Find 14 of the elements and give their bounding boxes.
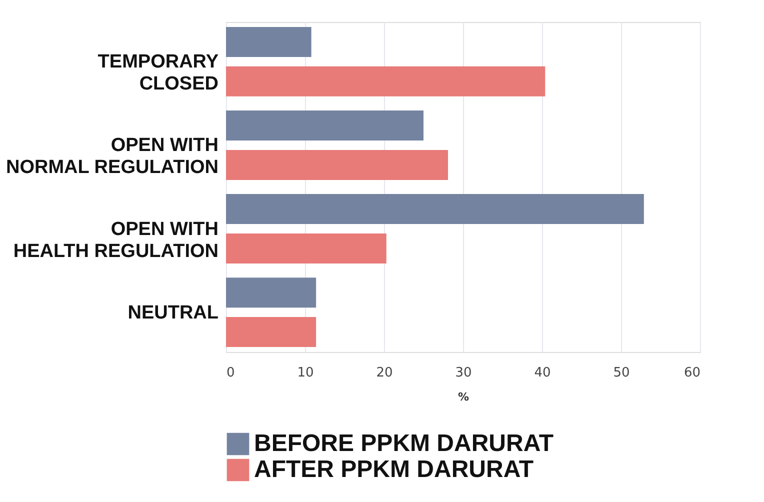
x-tick-label: 60 (684, 366, 700, 380)
y-tick-label: NEUTRAL (128, 302, 219, 324)
y-tick-label: OPEN WITH NORMAL REGULATION (6, 135, 218, 178)
x-tick-label: 20 (376, 366, 393, 380)
y-tick-label: TEMPORARY CLOSED (98, 52, 219, 95)
x-tick-label: 0 (226, 366, 235, 380)
x-tick-label: 10 (297, 366, 314, 380)
y-tick-label: OPEN WITH HEALTH REGULATION (13, 218, 218, 262)
legend-label: AFTER PPKM DARURAT (254, 456, 534, 483)
x-tick-label: 30 (455, 366, 472, 380)
x-tick-label: 40 (534, 366, 551, 380)
legend-label: BEFORE PPKM DARURAT (254, 430, 554, 457)
x-tick-label: 50 (613, 366, 630, 380)
x-axis-title: % (458, 390, 470, 404)
